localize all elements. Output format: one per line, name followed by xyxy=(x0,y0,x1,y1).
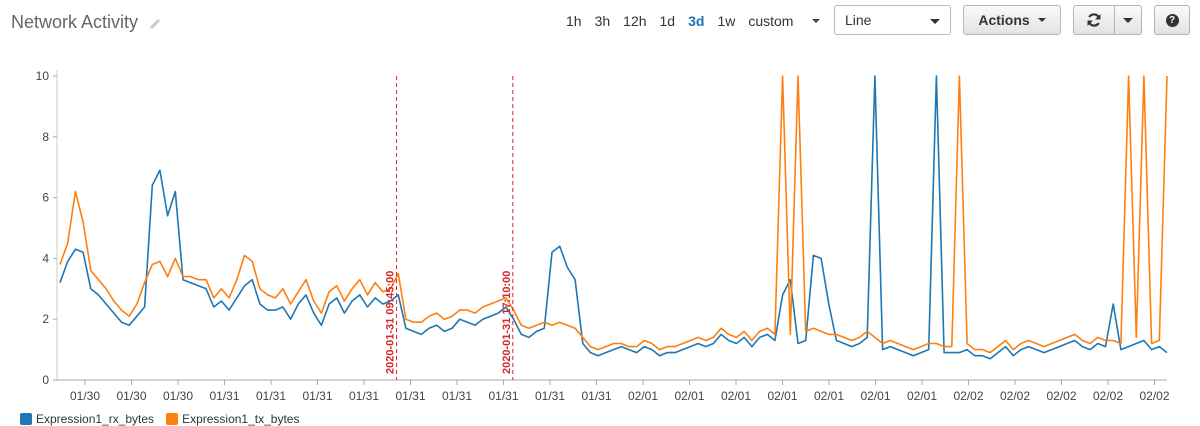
help-icon: ? xyxy=(1165,13,1179,27)
x-tick-label: 02/02 xyxy=(1046,389,1076,403)
legend-item-tx[interactable]: Expression1_tx_bytes xyxy=(166,412,299,426)
x-tick-label: 01/31 xyxy=(535,389,565,403)
legend-swatch-tx xyxy=(166,413,179,425)
x-tick-label: 02/01 xyxy=(628,389,658,403)
range-12h[interactable]: 12h xyxy=(623,13,647,29)
chevron-down-icon xyxy=(930,19,940,24)
range-1w[interactable]: 1w xyxy=(717,13,736,29)
x-tick-label: 02/02 xyxy=(1139,389,1169,403)
x-tick-label: 01/31 xyxy=(581,389,611,403)
x-tick-label: 01/31 xyxy=(349,389,379,403)
network-activity-chart: 0 2 4 6 8 10 01/30 01/30 01/30 01/31 01/31 01/31 01/… xyxy=(36,69,1170,403)
x-tick-label: 02/02 xyxy=(1093,389,1123,403)
x-tick-label: 02/01 xyxy=(907,389,937,403)
refresh-dropdown-button[interactable] xyxy=(1114,5,1142,35)
x-tick-label: 02/01 xyxy=(767,389,797,403)
legend-label-tx: Expression1_tx_bytes xyxy=(182,412,300,426)
y-tick-label: 8 xyxy=(42,130,49,144)
x-tick-label: 01/31 xyxy=(442,389,472,403)
x-tick-label: 01/30 xyxy=(116,389,146,403)
chart-title-area: Network Activity xyxy=(11,12,162,33)
x-tick-label: 01/30 xyxy=(70,389,100,403)
annotation-label-0: 2020-01-31 09:45:00 xyxy=(385,271,397,374)
range-3d[interactable]: 3d xyxy=(688,13,705,29)
view-type-value: Line xyxy=(845,12,872,28)
range-custom-label: custom xyxy=(748,13,794,29)
refresh-icon xyxy=(1087,13,1101,27)
actions-button[interactable]: Actions xyxy=(963,5,1061,35)
y-tick-label: 0 xyxy=(42,373,49,387)
actions-label: Actions xyxy=(978,12,1030,28)
legend-item-rx[interactable]: Expression1_rx_bytes xyxy=(20,412,154,426)
help-button[interactable]: ? xyxy=(1154,5,1190,35)
x-tick-label: 02/01 xyxy=(721,389,751,403)
range-1h[interactable]: 1h xyxy=(566,13,582,29)
y-tick-label: 6 xyxy=(42,191,49,205)
range-1d[interactable]: 1d xyxy=(659,13,676,29)
x-tick-label: 01/31 xyxy=(302,389,332,403)
y-tick-label: 10 xyxy=(36,69,50,83)
page-title: Network Activity xyxy=(11,12,139,32)
y-tick-label: 4 xyxy=(42,251,49,265)
pencil-icon[interactable] xyxy=(148,17,162,31)
series-line-0 xyxy=(59,75,1168,360)
legend-label-rx: Expression1_rx_bytes xyxy=(36,412,155,426)
x-tick-label: 01/31 xyxy=(209,389,239,403)
time-range-selector: 1h 3h 12h 1d 3d 1w custom xyxy=(566,12,833,30)
x-tick-label: 02/01 xyxy=(814,389,844,403)
x-tick-label: 02/01 xyxy=(674,389,704,403)
x-tick-label: 02/01 xyxy=(860,389,890,403)
range-custom[interactable]: custom xyxy=(748,13,833,29)
x-tick-label: 01/31 xyxy=(256,389,286,403)
refresh-button[interactable] xyxy=(1073,5,1115,35)
chevron-down-icon xyxy=(1037,18,1046,22)
x-tick-label: 01/31 xyxy=(395,389,425,403)
annotation-label-1: 2020-01-31 17:10:00 xyxy=(501,271,513,374)
x-tick-label: 02/02 xyxy=(953,389,983,403)
x-tick-label: 01/31 xyxy=(488,389,518,403)
chevron-down-icon xyxy=(812,19,821,23)
x-tick-label: 01/30 xyxy=(163,389,193,403)
y-tick-label: 2 xyxy=(42,312,49,326)
chevron-down-icon xyxy=(1123,17,1133,23)
chart-legend: Expression1_rx_bytes Expression1_tx_byte… xyxy=(20,412,299,426)
range-3h[interactable]: 3h xyxy=(594,13,611,29)
legend-swatch-rx xyxy=(20,413,32,425)
view-type-select[interactable]: Line xyxy=(834,5,951,35)
series-line-1 xyxy=(59,75,1168,354)
x-tick-label: 02/02 xyxy=(1000,389,1030,403)
